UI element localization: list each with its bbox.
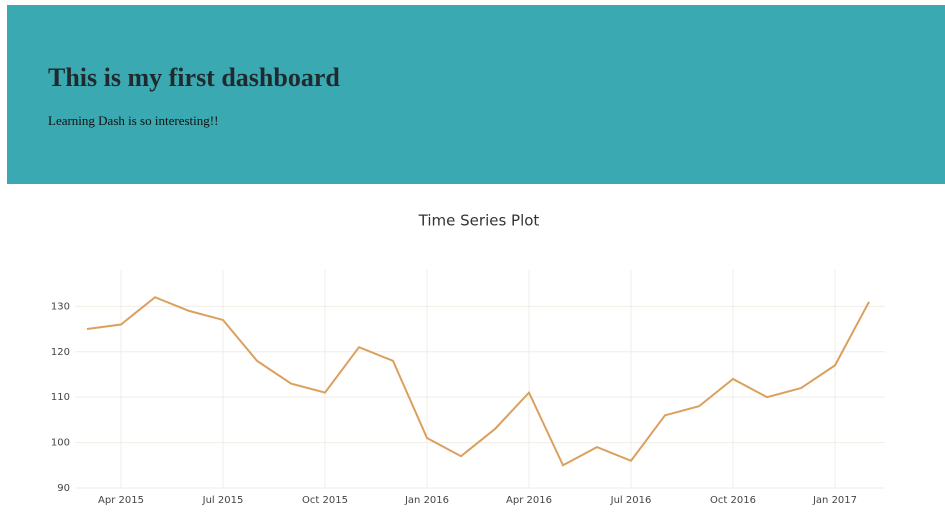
chart-title: Time Series Plot (418, 212, 540, 230)
line (86, 296, 870, 467)
page-title: This is my first dashboard (48, 63, 340, 92)
chart: Time Series Plot 90 100 110 120 130 Apr 2015 J… (51, 212, 885, 506)
x-tick-label: Apr 2016 (506, 495, 552, 506)
x-tick-label: Jan 2017 (812, 495, 857, 506)
x-tick-label: Apr 2015 (98, 495, 144, 506)
x-tick-label: Jan 2016 (404, 495, 449, 506)
x-tick-label: Jul 2016 (610, 495, 652, 506)
y-tick-label: 130 (51, 301, 70, 312)
page-subtitle: Learning Dash is so interesting!! (48, 113, 219, 128)
y-tick-label: 110 (51, 392, 70, 403)
y-tick-label: 90 (57, 483, 70, 494)
x-tick-label: Jul 2015 (202, 495, 244, 506)
header: This is my first dashboard Learning Dash… (7, 5, 945, 184)
y-tick-label: 100 (51, 438, 70, 449)
x-tick-label: Oct 2015 (302, 495, 348, 506)
x-tick-label: Oct 2016 (710, 495, 756, 506)
y-tick-label: 120 (51, 347, 70, 358)
